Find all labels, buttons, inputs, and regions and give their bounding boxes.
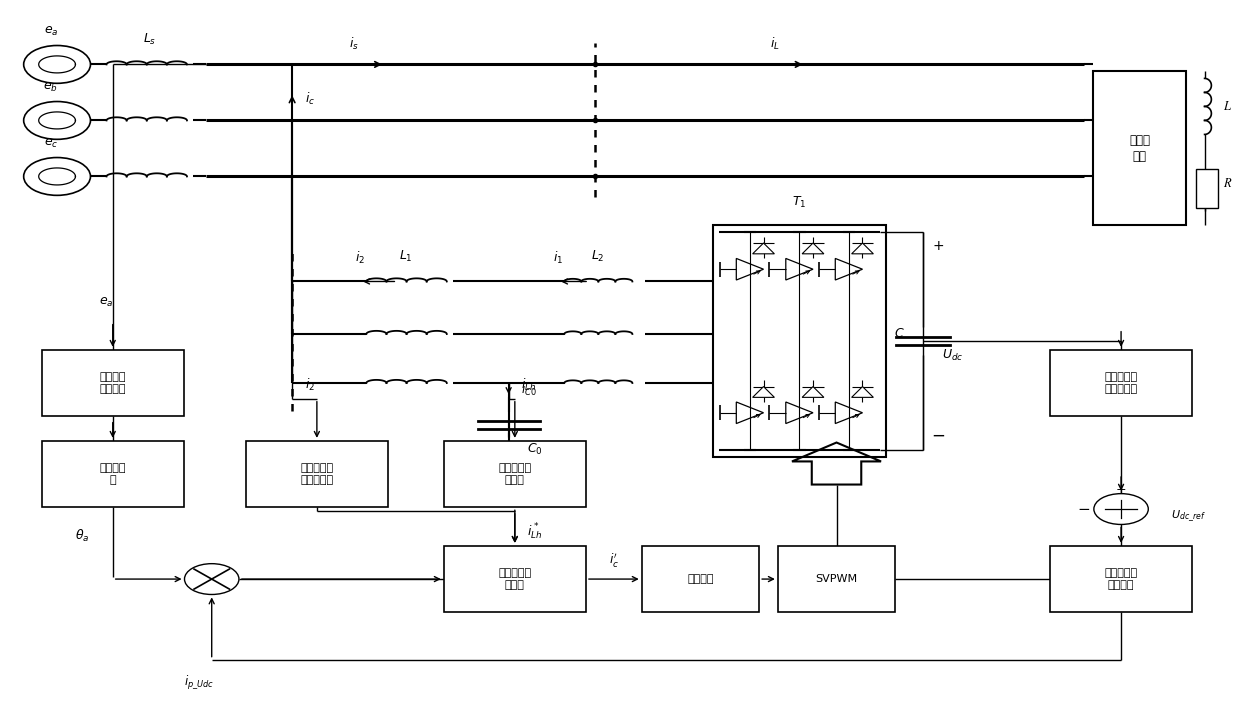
- Text: 驱动电路: 驱动电路: [687, 574, 714, 584]
- Bar: [1094, 72, 1185, 226]
- Polygon shape: [852, 243, 873, 254]
- Text: $e_a$: $e_a$: [43, 25, 58, 38]
- Text: $i_1$: $i_1$: [553, 250, 563, 266]
- Text: 网侧电感电
流检测电路: 网侧电感电 流检测电路: [300, 463, 334, 485]
- Text: $i_{Lh}^*$: $i_{Lh}^*$: [527, 522, 543, 541]
- Text: $e_c$: $e_c$: [43, 137, 58, 150]
- Text: $i_s$: $i_s$: [350, 36, 358, 52]
- Polygon shape: [802, 387, 823, 397]
- Circle shape: [1094, 494, 1148, 524]
- Text: −: −: [1078, 501, 1090, 517]
- Text: $i_c$: $i_c$: [305, 91, 315, 108]
- Circle shape: [24, 157, 91, 195]
- Text: R: R: [1223, 177, 1230, 190]
- Text: SVPWM: SVPWM: [816, 574, 858, 584]
- Circle shape: [24, 101, 91, 139]
- Bar: [444, 441, 587, 508]
- Text: $L_s$: $L_s$: [143, 32, 156, 47]
- Polygon shape: [802, 243, 823, 254]
- Text: 直流电容电
压控制器: 直流电容电 压控制器: [1105, 568, 1137, 591]
- Text: $i_{Lh}$: $i_{Lh}$: [521, 377, 537, 393]
- Text: $i_2$: $i_2$: [305, 377, 315, 393]
- Text: 锁相环电
路: 锁相环电 路: [99, 463, 126, 485]
- Text: $i_L$: $i_L$: [770, 36, 780, 52]
- Bar: [246, 441, 388, 508]
- Text: $e_a$: $e_a$: [99, 296, 114, 309]
- Text: $T_1$: $T_1$: [792, 195, 806, 210]
- Circle shape: [24, 46, 91, 84]
- Bar: [641, 546, 759, 612]
- Text: 电流跟踪控
制电路: 电流跟踪控 制电路: [498, 568, 532, 591]
- Bar: [1195, 169, 1218, 208]
- Text: 直流电容电
压检测电路: 直流电容电 压检测电路: [1105, 372, 1137, 394]
- Polygon shape: [753, 387, 775, 397]
- Text: 非线性
负载: 非线性 负载: [1130, 134, 1151, 163]
- Text: 谐波电流检
测电路: 谐波电流检 测电路: [498, 463, 532, 485]
- Bar: [1050, 350, 1192, 416]
- Text: $U_{dc\_ref}$: $U_{dc\_ref}$: [1171, 508, 1205, 524]
- Text: $i_c'$: $i_c'$: [609, 550, 619, 569]
- Bar: [1050, 546, 1192, 612]
- Text: $U_{dc}$: $U_{dc}$: [941, 347, 963, 363]
- Text: $i_2$: $i_2$: [355, 250, 366, 266]
- Text: $\theta_a$: $\theta_a$: [74, 529, 89, 544]
- Text: 电网电压
检测电路: 电网电压 检测电路: [99, 372, 126, 394]
- Text: $i_{C0}$: $i_{C0}$: [521, 382, 537, 398]
- Text: +: +: [932, 240, 944, 254]
- Bar: [444, 546, 587, 612]
- Text: $C_0$: $C_0$: [527, 442, 543, 457]
- Text: L: L: [1224, 100, 1230, 112]
- Polygon shape: [852, 387, 873, 397]
- Text: $e_b$: $e_b$: [43, 81, 58, 93]
- Bar: [713, 226, 887, 456]
- Bar: [42, 350, 184, 416]
- Text: $i_{p\_Udc}$: $i_{p\_Udc}$: [185, 673, 215, 692]
- Circle shape: [185, 564, 239, 595]
- Text: $C$: $C$: [894, 328, 904, 340]
- Text: −: −: [931, 427, 945, 444]
- Text: +: +: [1116, 483, 1126, 496]
- Bar: [42, 441, 184, 508]
- Text: $L_2$: $L_2$: [591, 249, 605, 264]
- Text: $L_1$: $L_1$: [399, 249, 413, 264]
- Polygon shape: [753, 243, 775, 254]
- Bar: [777, 546, 895, 612]
